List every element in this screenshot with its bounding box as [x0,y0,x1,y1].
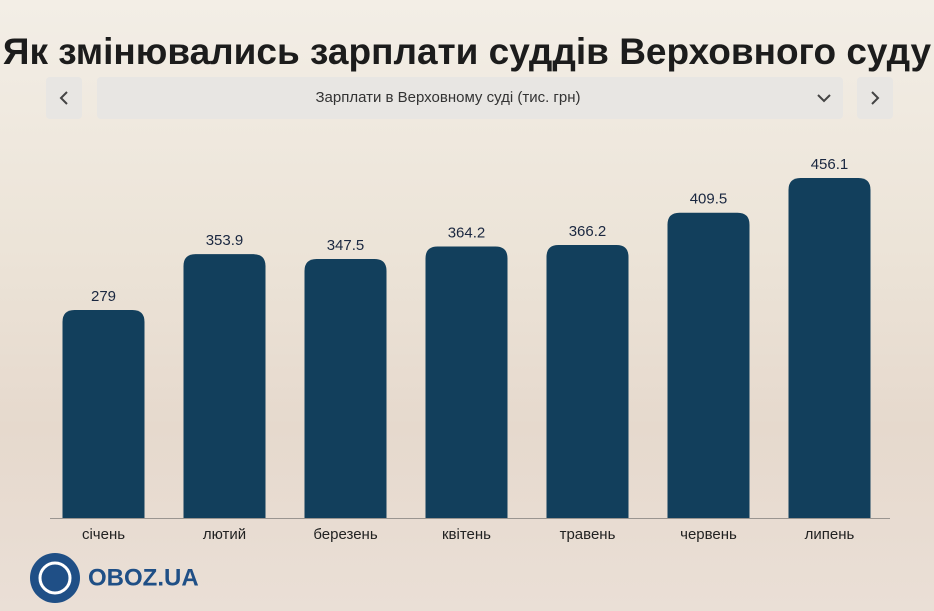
x-tick-label: січень [82,526,125,543]
bar [62,310,145,518]
value-label: 353.9 [206,232,244,249]
x-tick-label: травень [560,526,616,543]
logo-icon [30,553,80,603]
prev-icon [59,91,68,105]
value-label: 366.2 [569,223,607,240]
value-label: 456.1 [811,156,849,173]
x-tick-label: квітень [442,526,491,543]
dropdown-icon [817,94,831,103]
bar [304,258,387,518]
bar [546,245,629,519]
dropdown-label: Зарплати в Верховному суді (тис. грн) [315,89,580,106]
value-label: 279 [91,288,116,305]
prev-button[interactable] [46,77,82,119]
bar [425,246,508,519]
dropdown[interactable] [97,77,843,119]
x-tick-label: березень [313,526,377,543]
next-icon [871,91,880,105]
x-tick-label: липень [805,526,855,543]
logo-globe [38,561,72,595]
next-button[interactable] [857,77,893,119]
value-label: 409.5 [690,191,728,208]
bar [788,178,871,518]
x-tick-label: червень [680,526,737,543]
chart-title: Як змінювались зарплати суддів Верховног… [3,31,932,72]
bar [183,254,266,518]
x-tick-label: лютий [203,526,246,543]
bar [667,212,750,519]
value-label: 347.5 [327,237,365,254]
value-label: 364.2 [448,224,486,241]
logo-text: OBOZ.UA [88,564,199,591]
